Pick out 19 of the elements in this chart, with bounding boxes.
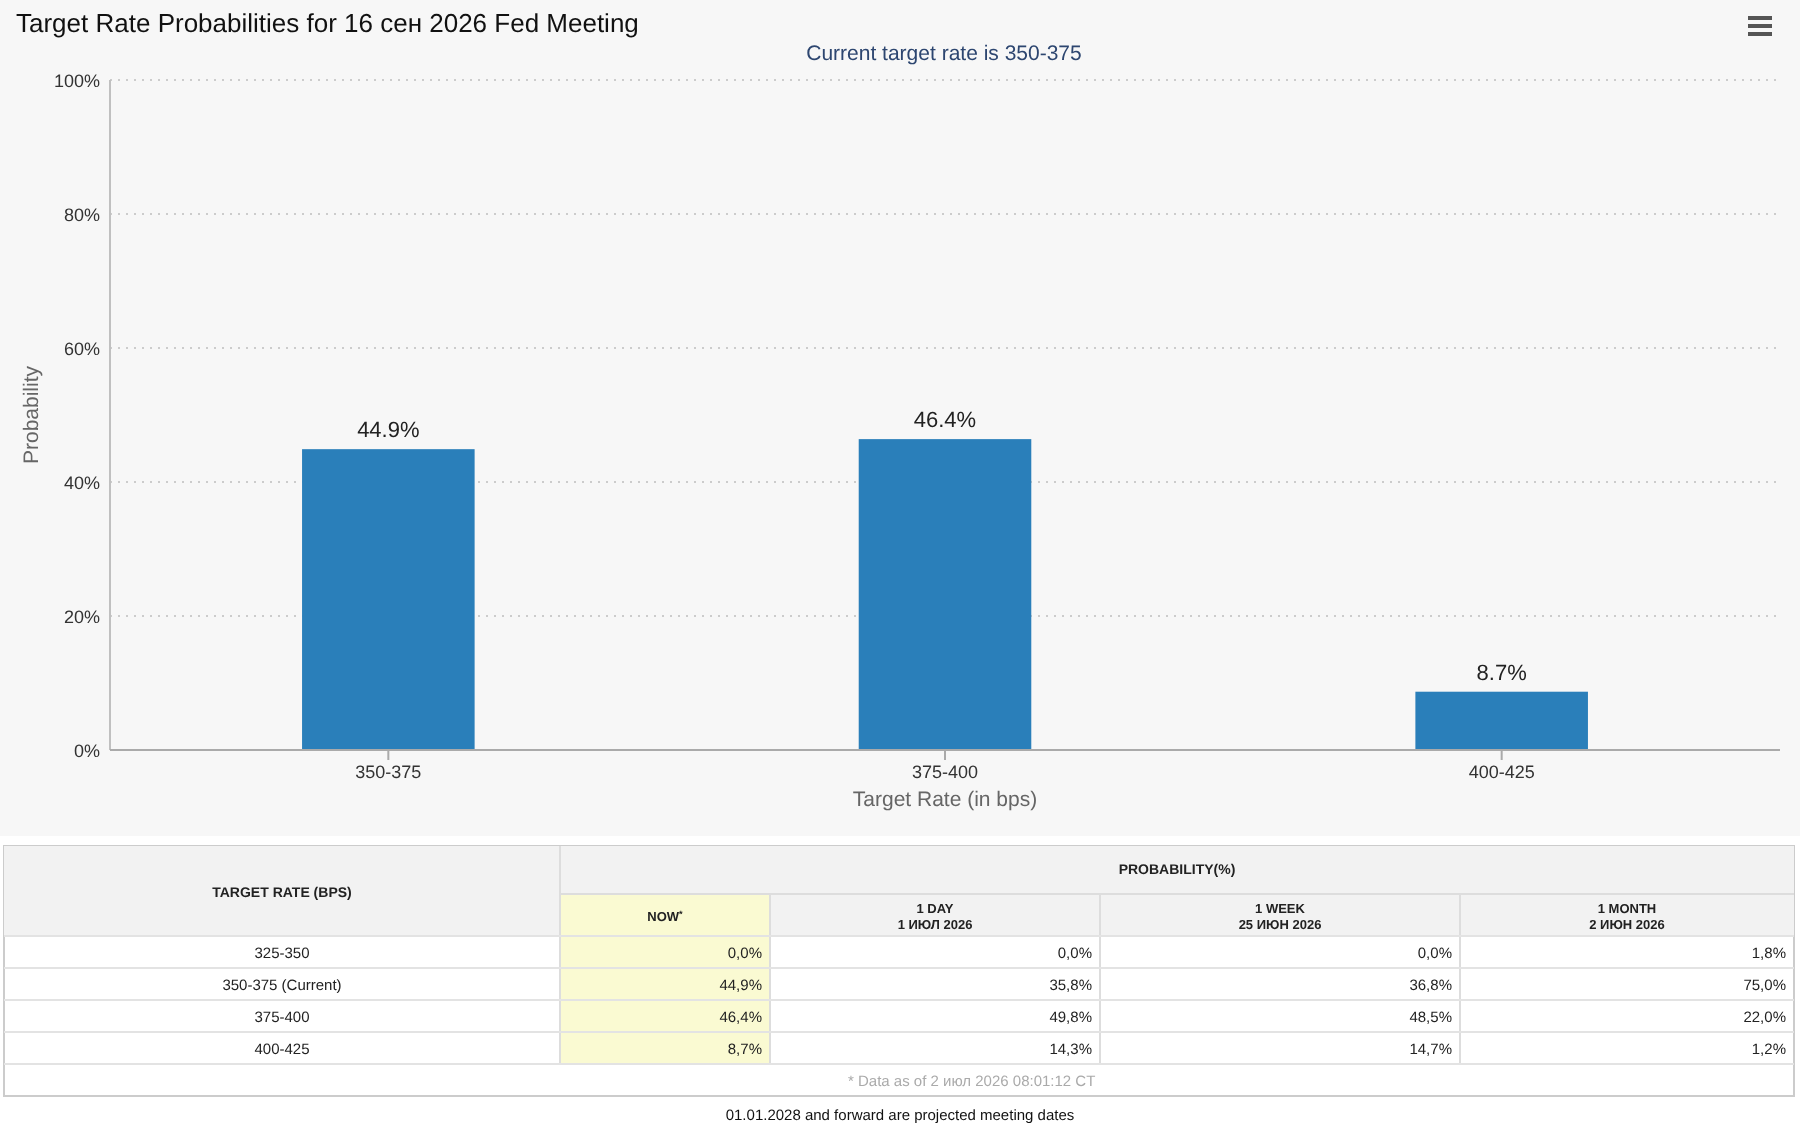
- bar: [858, 439, 1032, 750]
- y-tick-label: 80%: [63, 205, 100, 225]
- x-tick-label: 400-425: [1468, 762, 1535, 782]
- bar: [1415, 691, 1588, 750]
- x-axis-title: Target Rate (in bps): [852, 788, 1038, 812]
- data-label: 44.9%: [357, 419, 420, 444]
- bar: [302, 449, 475, 750]
- chart-title: Target Rate Probabilities for 16 сен 2026 Fed Meeting: [16, 8, 639, 38]
- y-axis-title: Probability: [20, 364, 44, 465]
- y-tick-label: 20%: [63, 607, 100, 627]
- y-tick-label: 60%: [63, 339, 100, 359]
- chart-subtitle: Current target rate is 350-375: [806, 42, 1083, 66]
- data-label: 46.4%: [913, 409, 977, 434]
- data-label: 8.7%: [1476, 661, 1528, 686]
- y-tick-label: 40%: [63, 473, 100, 493]
- x-tick-label: 350-375: [355, 762, 422, 782]
- y-tick-label: 0%: [73, 741, 100, 761]
- y-tick-label: 100%: [53, 71, 100, 91]
- x-tick-label: 375-400: [911, 762, 979, 782]
